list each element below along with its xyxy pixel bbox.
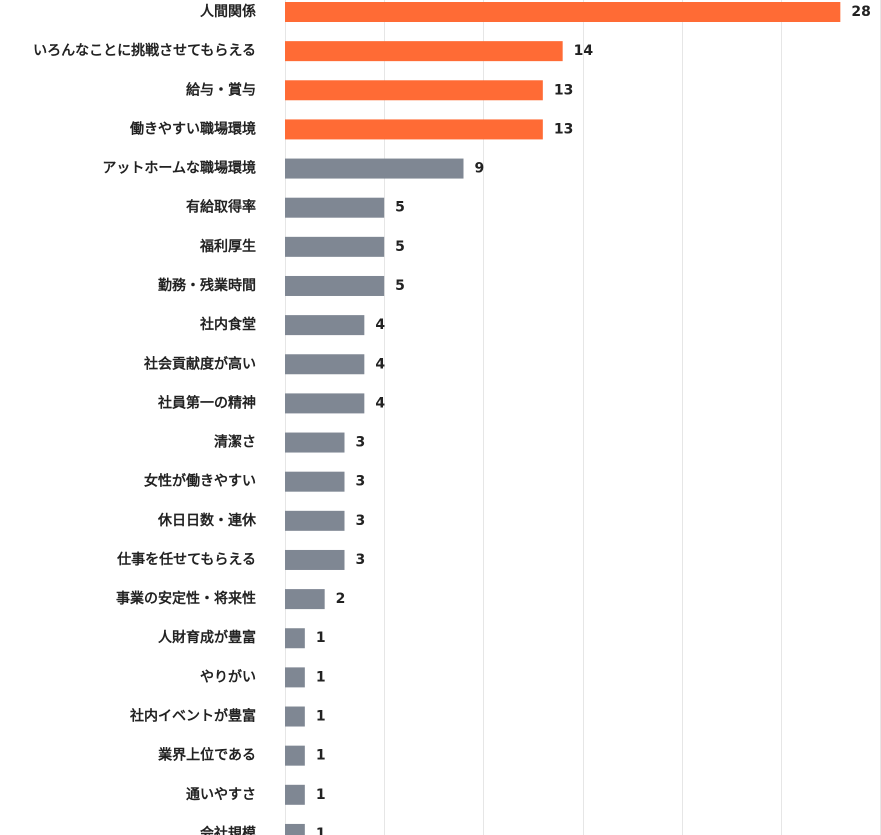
category-label: 清潔さ — [214, 434, 256, 451]
value-label: 5 — [395, 200, 405, 216]
category-label: 社員第一の精神 — [157, 394, 256, 411]
category-label: 社内イベントが豊富 — [129, 708, 256, 725]
value-label: 1 — [316, 787, 326, 803]
bar — [285, 784, 305, 805]
value-label: 4 — [375, 317, 385, 333]
value-label: 1 — [316, 630, 326, 646]
category-label: 事業の安定性・将来性 — [116, 590, 256, 607]
value-label: 1 — [316, 709, 326, 725]
bar — [285, 745, 305, 766]
category-label: 社会貢献度が高い — [143, 355, 256, 372]
category-label: 働きやすい職場環境 — [129, 120, 256, 137]
bar — [285, 393, 365, 414]
bar — [285, 667, 305, 688]
value-label: 3 — [356, 552, 366, 568]
value-label: 28 — [851, 4, 870, 20]
bar — [285, 628, 305, 649]
value-label: 14 — [574, 43, 594, 59]
value-label: 5 — [395, 278, 405, 294]
value-label: 2 — [336, 591, 346, 607]
bar — [285, 197, 385, 218]
category-label: 女性が働きやすい — [144, 473, 256, 490]
category-label: 休日日数・連休 — [157, 512, 257, 529]
value-label: 3 — [356, 435, 366, 451]
bar — [285, 354, 365, 375]
bar — [285, 80, 543, 101]
category-label: 会社規模 — [200, 825, 257, 835]
bar — [285, 119, 543, 140]
category-label: 通いやすさ — [186, 787, 256, 803]
bar — [285, 706, 305, 727]
bar — [285, 510, 345, 531]
bar — [285, 315, 365, 336]
value-label: 3 — [356, 513, 366, 529]
bar — [285, 549, 345, 570]
value-label: 1 — [316, 826, 326, 835]
value-label: 9 — [475, 161, 485, 177]
category-label: 仕事を任せてもらえる — [116, 551, 256, 568]
value-label: 5 — [395, 239, 405, 255]
value-label: 1 — [316, 748, 326, 764]
category-label: アットホームな職場環境 — [102, 160, 256, 177]
category-label: 人財育成が豊富 — [158, 629, 256, 646]
category-label: いろんなことに挑戦させてもらえる — [33, 42, 256, 59]
value-labels: 28 14 13 13 9 5 5 5 4 4 4 3 3 3 3 2 1 1 1 1 1 1 — [316, 4, 871, 835]
category-label: 給与・賞与 — [186, 81, 256, 98]
category-labels: 人間関係いろんなことに挑戦させてもらえる給与・賞与働きやすい職場環境アットホーム… — [33, 3, 257, 835]
category-label: 勤務・残業時間 — [158, 277, 256, 294]
category-label: 業界上位である — [157, 747, 256, 764]
value-label: 4 — [375, 356, 385, 372]
bar — [285, 275, 385, 296]
bar — [285, 158, 464, 179]
value-label: 3 — [356, 474, 366, 490]
category-label: 社内食堂 — [199, 316, 256, 333]
value-label: 1 — [316, 669, 326, 685]
category-label: 福利厚生 — [199, 238, 256, 255]
bar — [285, 236, 385, 257]
bar — [285, 41, 563, 62]
bar — [285, 589, 325, 610]
bar — [285, 2, 841, 22]
bar — [285, 471, 345, 492]
category-label: やりがい — [200, 668, 256, 685]
value-label: 4 — [375, 395, 385, 411]
value-label: 13 — [554, 121, 573, 137]
category-label: 有給取得率 — [186, 199, 256, 216]
value-label: 13 — [554, 82, 573, 98]
category-label: 人間関係 — [200, 3, 256, 20]
bar — [285, 432, 345, 453]
bar — [285, 823, 305, 835]
bars — [285, 2, 841, 835]
